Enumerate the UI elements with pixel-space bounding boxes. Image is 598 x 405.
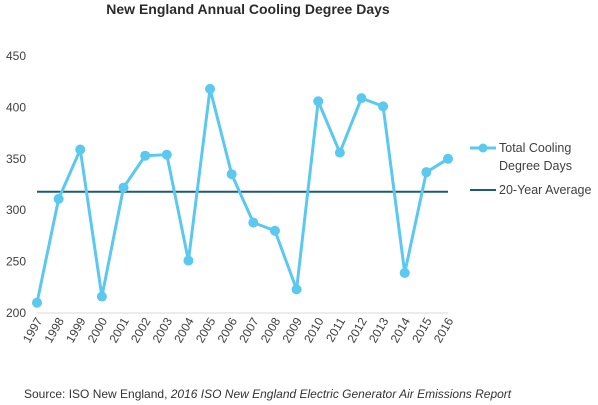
x-tick-label: 2007 [236,315,262,345]
chart-title: New England Annual Cooling Degree Days [106,1,390,17]
x-tick-label: 2012 [344,315,370,345]
data-point [356,93,367,104]
data-point [378,101,389,112]
y-tick-label: 250 [6,255,26,269]
x-tick-label: 2005 [193,315,219,345]
x-tick-label: 2001 [106,315,132,345]
data-point [32,297,42,308]
data-point [75,144,86,155]
source-note: Source: ISO New England, 2016 ISO New En… [24,387,511,401]
legend-label-cooling: Total Cooling Degree Days [499,141,572,173]
data-point [334,147,345,158]
data-point [205,83,216,94]
x-tick-label: 2003 [150,315,176,345]
x-tick-label: 2015 [409,315,435,345]
data-point [96,291,107,302]
source-report-title: 2016 ISO New England Electric Generator … [170,387,512,401]
series-line [35,87,449,304]
data-point [161,149,172,160]
x-tick-label: 1999 [63,315,89,345]
x-tick-label: 2000 [85,315,111,345]
legend: Total Cooling Degree Days 20-Year Average [470,141,591,197]
x-tick-label: 2010 [301,315,327,345]
x-tick-label: 2004 [171,315,197,345]
data-point [399,267,410,278]
y-axis: 200 250 300 350 400 450 [6,49,26,320]
cooling-series [32,83,453,308]
y-tick-label: 200 [6,306,26,320]
data-point [313,96,324,107]
x-axis: 1997199819992000200120022003200420052006… [20,312,457,345]
y-tick-label: 400 [6,100,26,114]
x-tick-label: 2011 [323,315,348,345]
legend-marker-cooling [478,143,488,153]
x-tick-label: 1998 [42,315,68,345]
y-tick-label: 350 [6,152,26,166]
data-point [421,167,432,178]
x-tick-label: 2016 [431,315,457,345]
data-point [226,169,237,180]
x-tick-label: 2013 [366,315,392,345]
y-tick-label: 450 [6,49,26,63]
data-point [53,193,64,204]
data-point [118,182,129,193]
x-tick-label: 2008 [258,315,284,345]
x-tick-label: 2009 [279,315,305,345]
data-point [140,150,151,161]
y-tick-label: 300 [6,203,26,217]
data-point [269,225,280,236]
source-prefix: Source: ISO New England, [24,387,171,401]
x-tick-label: 2006 [215,315,241,345]
data-point [248,217,259,228]
x-tick-label: 2002 [128,315,154,345]
data-point [291,284,302,295]
data-point [443,153,453,164]
x-tick-label: 2014 [388,315,414,345]
data-point [183,255,194,266]
legend-label-average: 20-Year Average [499,183,591,197]
